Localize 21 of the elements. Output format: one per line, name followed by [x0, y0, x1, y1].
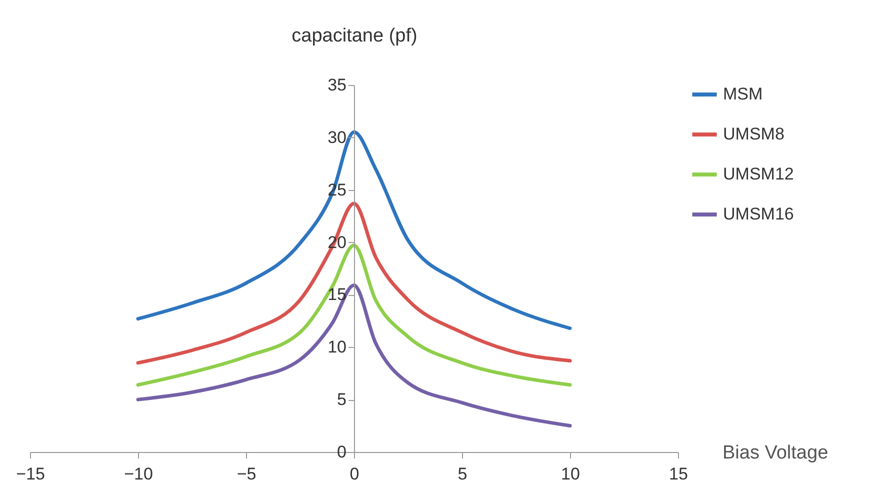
x-tick-label: 15 — [669, 464, 688, 484]
legend-label: UMSM12 — [723, 164, 794, 184]
legend-label: MSM — [723, 84, 763, 104]
y-tick-label: 35 — [328, 76, 346, 94]
x-tick-label: 0 — [350, 464, 360, 484]
line-series — [136, 202, 572, 365]
line-series — [136, 130, 572, 330]
x-tick-label: 5 — [458, 464, 468, 484]
y-tick-label: 5 — [337, 390, 346, 410]
x-tick-label: −10 — [124, 464, 153, 484]
legend-label: UMSM16 — [723, 204, 794, 224]
x-tick-label: −15 — [16, 464, 45, 484]
y-tick-label: 30 — [328, 128, 346, 147]
y-tick-label: 10 — [328, 338, 346, 357]
y-axis-title: capacitane (pf) — [292, 26, 418, 46]
line-series — [136, 284, 572, 428]
legend-label: UMSM8 — [723, 124, 784, 144]
y-tick-label: 0 — [337, 442, 346, 462]
x-tick-label: −5 — [236, 464, 256, 484]
x-tick-label: 10 — [561, 464, 580, 484]
x-axis-title: Bias Voltage — [722, 442, 828, 464]
